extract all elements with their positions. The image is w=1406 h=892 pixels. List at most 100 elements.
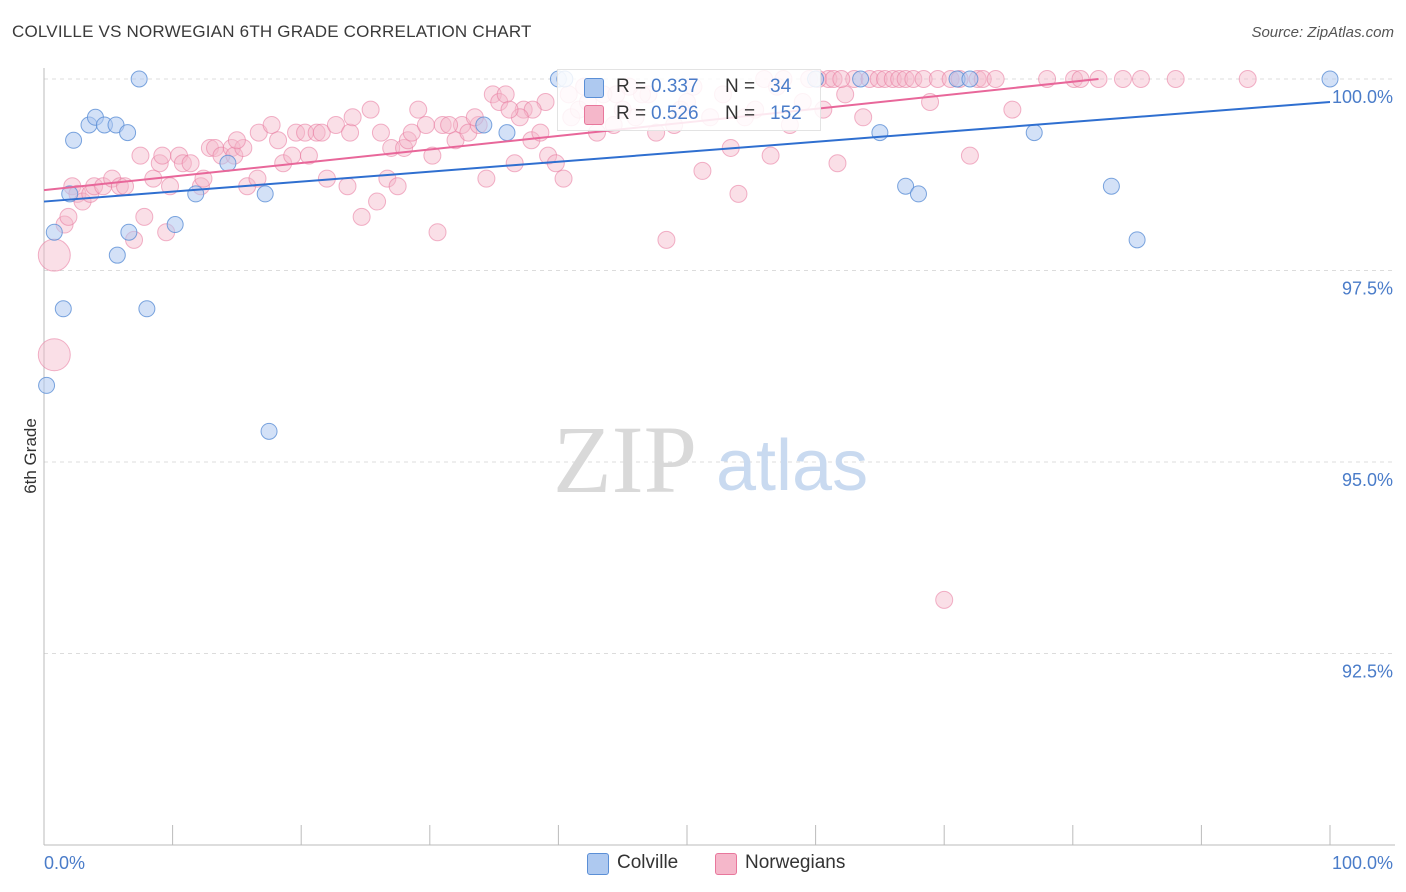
x-tick-label: 0.0%	[44, 853, 85, 873]
colville-point	[1128, 231, 1146, 249]
axis-labels: 92.5% 95.0% 97.5% 100.0% 0.0% 100.0% 6th Grade	[21, 87, 1393, 873]
norwegians-point	[836, 85, 855, 104]
norwegians-point	[135, 207, 154, 226]
colville-point	[54, 300, 72, 318]
norwegians-point	[37, 238, 71, 272]
colville-point	[108, 246, 126, 264]
legend-r-label: R =	[616, 103, 647, 124]
legend-n-value: 152	[770, 103, 802, 124]
norwegians-point	[341, 123, 360, 142]
norwegians-point	[433, 115, 452, 134]
legend-label-colville: Colville	[617, 852, 679, 873]
legend-row-colville: R = 0.337 N = 34	[558, 74, 820, 100]
norwegians-point	[388, 177, 407, 196]
norwegians-point	[960, 146, 979, 165]
norwegians-point	[854, 108, 873, 127]
norwegians-point	[1065, 70, 1084, 88]
colville-point	[475, 116, 493, 134]
colville-swatch	[584, 78, 604, 98]
norwegians-point	[234, 138, 253, 157]
gridlines	[44, 78, 1395, 654]
norwegians-swatch	[584, 105, 604, 125]
colville-point	[897, 177, 915, 195]
colville-point	[45, 223, 63, 241]
x-tick-label: 100.0%	[1332, 853, 1393, 873]
norwegians-point	[729, 184, 748, 203]
colville-point	[260, 422, 278, 440]
colville-point	[65, 131, 83, 149]
chart-title: COLVILLE VS NORWEGIAN 6TH GRADE CORRELAT…	[12, 22, 532, 41]
norwegians-point	[423, 146, 442, 165]
watermark-atlas: atlas	[716, 426, 868, 506]
norwegians-point	[928, 70, 947, 88]
norwegians-point	[505, 154, 524, 173]
watermark-zip: ZIP	[553, 406, 697, 513]
y-axis-label: 6th Grade	[21, 418, 40, 494]
norwegians-point	[1131, 70, 1150, 88]
colville-point	[166, 216, 184, 234]
norwegians-point	[269, 131, 288, 150]
norwegians-point	[693, 161, 712, 180]
colville-point	[909, 185, 927, 203]
trend-lines	[43, 78, 1331, 203]
norwegians-point	[248, 169, 267, 188]
norwegians-point	[371, 123, 390, 142]
legend-n-label: N =	[725, 103, 756, 124]
norwegians-point	[227, 131, 246, 150]
chart-source: Source: ZipAtlas.com	[1251, 24, 1394, 41]
colville-point	[130, 70, 148, 88]
legend-r-value: 0.337	[651, 76, 699, 97]
norwegians-point	[326, 115, 345, 134]
norwegians-point	[440, 115, 459, 134]
watermark: ZIP atlas	[553, 406, 868, 513]
norwegians-point	[173, 154, 192, 173]
norwegians-point	[657, 230, 676, 249]
colville-point	[1321, 70, 1339, 88]
colville-point	[119, 124, 137, 142]
norwegians-point	[761, 146, 780, 165]
norwegians-point	[904, 70, 923, 88]
norwegians-point	[500, 100, 519, 119]
colville-swatch	[587, 853, 609, 875]
colville-point	[1025, 124, 1043, 142]
legend-r-label: R =	[616, 76, 647, 97]
norwegians-point	[312, 123, 331, 142]
norwegians-point	[428, 223, 447, 242]
y-tick-label: 92.5%	[1342, 662, 1393, 682]
norwegians-point	[869, 70, 888, 88]
colville-point	[187, 185, 205, 203]
norwegians-point	[338, 177, 357, 196]
norwegians-point	[890, 70, 909, 88]
norwegians-point	[828, 154, 847, 173]
norwegians-point	[37, 338, 71, 372]
colville-point	[852, 70, 870, 88]
norwegians-point	[1113, 70, 1132, 88]
norwegians-point	[299, 146, 318, 165]
norwegians-point	[1003, 100, 1022, 119]
norwegians-point	[876, 70, 895, 88]
y-tick-label: 100.0%	[1332, 87, 1393, 107]
legend-n-value: 34	[770, 76, 792, 97]
colville-point	[498, 124, 516, 142]
norwegians-point	[307, 123, 326, 142]
norwegians-point	[1238, 70, 1257, 88]
colville-point	[38, 376, 56, 394]
norwegians-point	[896, 70, 915, 88]
norwegians-point	[539, 146, 558, 165]
colville-point	[1102, 177, 1120, 195]
norwegians-point	[1071, 70, 1090, 88]
correlation-legend: R = 0.337 N = 34 R = 0.526 N = 152	[557, 69, 821, 131]
legend-row-norwegians: R = 0.526 N = 152	[558, 101, 820, 127]
norwegians-point	[459, 123, 478, 142]
norwegians-point	[287, 123, 306, 142]
norwegians-point	[368, 192, 387, 211]
norwegians-trend-line	[43, 78, 1099, 192]
colville-trend-line	[43, 100, 1331, 203]
norwegians-point	[824, 70, 843, 88]
legend-label-norwegians: Norwegians	[745, 852, 846, 873]
norwegians-point	[554, 169, 573, 188]
colville-point	[219, 154, 237, 172]
colville-point	[61, 185, 79, 203]
y-tick-label: 95.0%	[1342, 470, 1393, 490]
